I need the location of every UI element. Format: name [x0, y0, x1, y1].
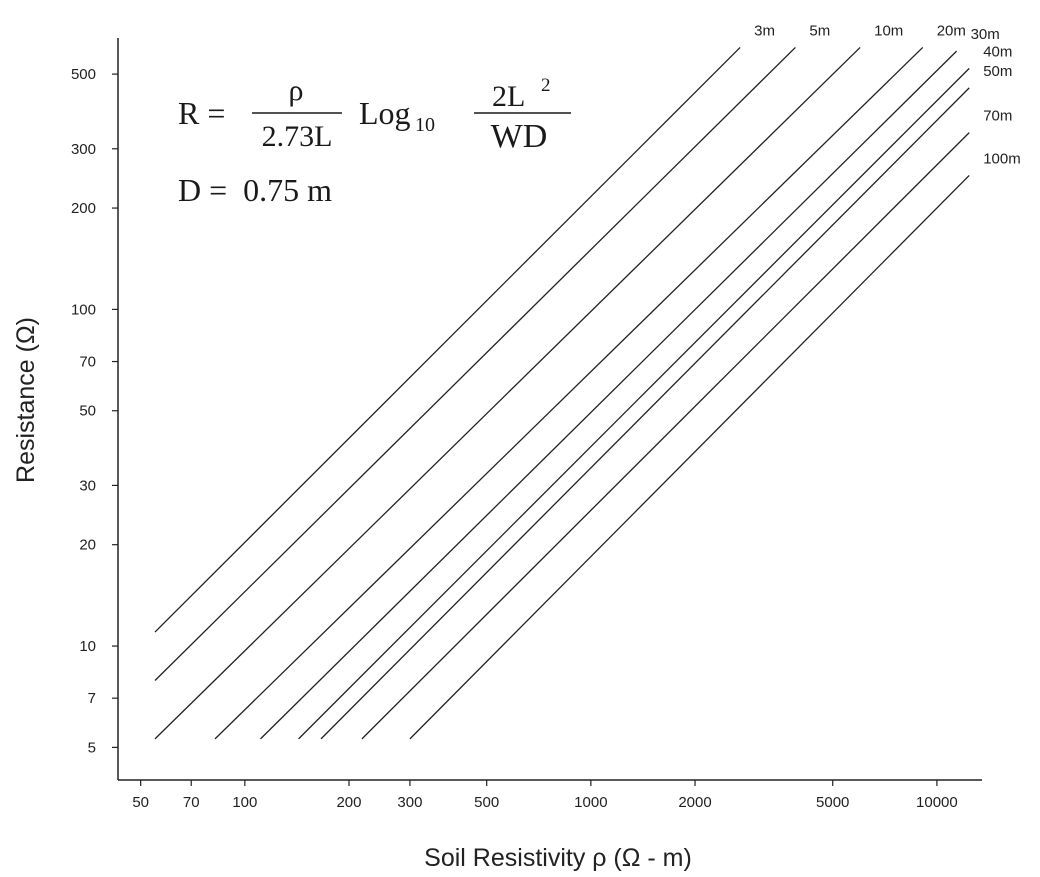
y-tick-label: 10 [79, 638, 96, 655]
formula-lhs: R = [178, 95, 225, 131]
x-tick-label: 1000 [574, 794, 607, 811]
formula-numerator-2l: 2L [492, 80, 525, 113]
series-label-10m: 10m [874, 22, 903, 39]
formula-log: Log [359, 95, 411, 131]
y-tick-layer: 5 7 10 20 30 50 70 100 200 300 500 [71, 66, 118, 756]
y-tick-label: 300 [71, 141, 96, 158]
x-tick-label: 2000 [678, 794, 711, 811]
series-line-5m [154, 46, 796, 681]
y-tick-label: 50 [79, 403, 96, 420]
y-tick-label: 200 [71, 200, 96, 217]
series-label-5m: 5m [809, 22, 830, 39]
series-line-50m [320, 87, 970, 740]
series-line-3m [154, 46, 741, 633]
x-axis-title: Soil Resistivity ρ (Ω - m) [424, 844, 692, 872]
series-layer [154, 46, 970, 740]
series-label-3m: 3m [754, 22, 775, 39]
formula-numerator-superscript: 2 [541, 75, 551, 96]
series-line-30m [260, 50, 958, 740]
formula-numerator-rho: ρ [289, 74, 304, 107]
y-tick-label: 5 [88, 739, 96, 756]
x-tick-label: 5000 [816, 794, 849, 811]
y-tick-label: 7 [88, 690, 96, 707]
formula-denominator-1: 2.73L [262, 120, 333, 153]
series-line-40m [298, 67, 970, 740]
y-tick-label: 100 [71, 301, 96, 318]
series-label-40m: 40m [983, 43, 1012, 60]
y-axis-title: Resistance (Ω) [12, 317, 40, 483]
series-line-70m [361, 132, 970, 740]
formula-log-subscript: 10 [415, 114, 435, 136]
x-tick-label: 70 [183, 794, 200, 811]
formula-block: R = ρ 2.73L Log 10 2L 2 WD D = 0.75 m [178, 74, 571, 208]
formula-parameter-d: D = 0.75 m [178, 172, 332, 208]
x-tick-label: 100 [232, 794, 257, 811]
y-tick-label: 20 [79, 537, 96, 554]
x-tick-label: 300 [397, 794, 422, 811]
x-tick-label: 500 [474, 794, 499, 811]
series-line-100m [409, 174, 970, 740]
series-label-30m: 30m [971, 26, 1000, 43]
x-tick-label: 10000 [916, 794, 958, 811]
series-label-70m: 70m [983, 108, 1012, 125]
x-tick-layer: 50 70 100 200 300 500 1000 2000 5000 10000 [132, 780, 958, 811]
y-tick-label: 500 [71, 66, 96, 83]
y-tick-label: 70 [79, 354, 96, 371]
x-tick-label: 200 [336, 794, 361, 811]
x-tick-label: 50 [132, 794, 149, 811]
series-label-20m: 20m [937, 22, 966, 39]
series-line-20m [214, 46, 924, 740]
series-line-10m [154, 46, 861, 740]
series-label-100m: 100m [983, 150, 1021, 167]
series-label-50m: 50m [983, 63, 1012, 80]
formula-denominator-2: WD [491, 118, 548, 155]
y-tick-label: 30 [79, 477, 96, 494]
